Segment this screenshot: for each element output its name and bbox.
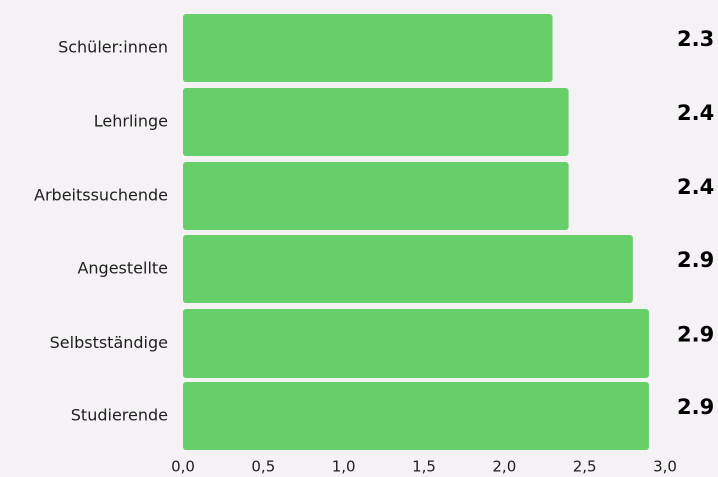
bar-4	[183, 309, 649, 378]
value-labels: 2.3 2.4 2.4 2.9 2.9 2.9	[677, 27, 714, 419]
value-label: 2.9	[677, 248, 714, 272]
value-label: 2.3	[677, 27, 714, 51]
category-label: Selbstständige	[50, 333, 168, 352]
category-label: Lehrlinge	[94, 112, 168, 131]
x-tick-label: 0,5	[251, 458, 275, 476]
bar-2	[183, 162, 569, 230]
x-axis-ticks: 0,0 0,5 1,0 1,5 2,0 2,5 3,0	[171, 458, 677, 476]
value-label: 2.4	[677, 101, 714, 125]
category-labels: Schüler:innen Lehrlinge Arbeitssuchende Ang…	[34, 38, 168, 425]
bar-3	[183, 235, 633, 303]
value-label: 2.4	[677, 175, 714, 199]
x-tick-label: 3,0	[653, 458, 677, 476]
x-tick-label: 1,0	[332, 458, 356, 476]
bar-0	[183, 14, 553, 82]
category-label: Schüler:innen	[58, 38, 168, 57]
category-label: Angestellte	[77, 259, 168, 278]
x-tick-label: 2,0	[492, 458, 516, 476]
value-label: 2.9	[677, 323, 714, 347]
x-tick-label: 2,5	[573, 458, 597, 476]
bar-5	[183, 382, 649, 450]
bars-layer	[183, 14, 649, 450]
category-label: Studierende	[71, 406, 168, 425]
category-label: Arbeitssuchende	[34, 186, 168, 205]
x-tick-label: 0,0	[171, 458, 195, 476]
bar-1	[183, 88, 569, 156]
value-label: 2.9	[677, 395, 714, 419]
x-tick-label: 1,5	[412, 458, 436, 476]
